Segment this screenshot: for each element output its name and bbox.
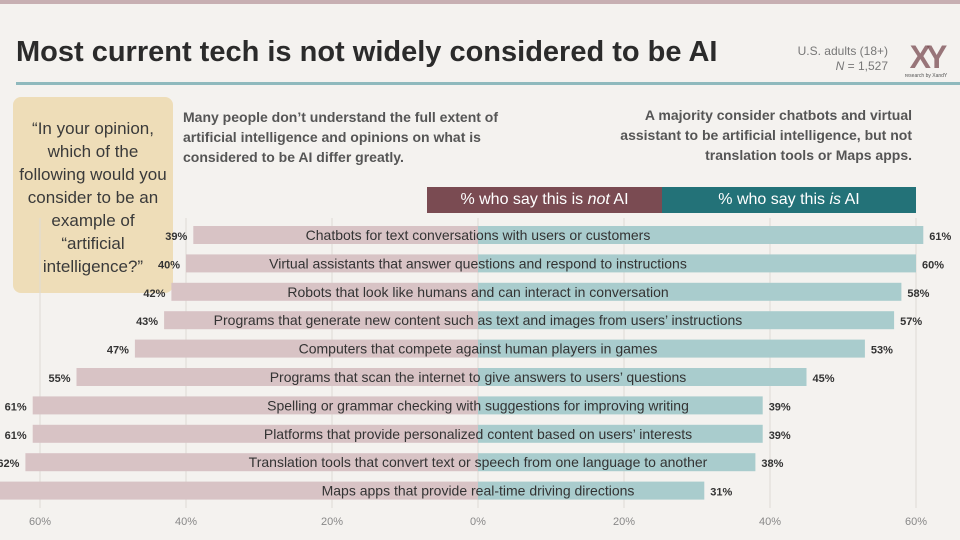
data-label-not-ai: 39%: [165, 231, 187, 243]
category-label: Spelling or grammar checking with sugges…: [267, 397, 689, 413]
bar-not-ai: [193, 226, 479, 244]
brand-logo: XY research by XandY: [905, 39, 952, 79]
bar-is-ai: [478, 424, 763, 443]
legend-not-ai-emphasis: not: [587, 191, 610, 208]
note-right: A majority consider chatbots and virtual…: [620, 107, 912, 163]
note-left: Many people don’t understand the full ex…: [183, 109, 499, 165]
sample-n-value: = 1,527: [844, 59, 888, 73]
data-label-is-ai: 58%: [907, 288, 929, 300]
bar-not-ai: [134, 339, 478, 358]
category-label: Programs that scan the internet to give …: [270, 369, 687, 385]
data-label-not-ai: 61%: [5, 430, 27, 442]
data-label-is-ai: 45%: [813, 373, 835, 385]
bar-is-ai: [478, 254, 916, 273]
sample-population: U.S. adults (18+): [797, 44, 888, 58]
data-label-not-ai: 43%: [136, 316, 158, 328]
bar-is-ai: [478, 396, 763, 415]
data-label-is-ai: 31%: [710, 487, 732, 499]
legend-is-ai-prefix: % who say this: [718, 191, 830, 208]
bar-not-ai: [0, 481, 479, 500]
category-label: Virtual assistants that answer questions…: [269, 255, 687, 271]
category-label: Computers that compete against human pla…: [299, 341, 658, 357]
data-label-is-ai: 57%: [900, 316, 922, 328]
category-label: Chatbots for text conversations with use…: [306, 227, 651, 243]
page-title: Most current tech is not widely consider…: [16, 36, 718, 68]
bar-not-ai: [171, 282, 478, 301]
data-label-is-ai: 39%: [769, 430, 791, 442]
legend-is-ai-suffix: AI: [841, 191, 860, 208]
x-tick-label: 20%: [321, 516, 343, 528]
bar-not-ai: [32, 396, 478, 415]
x-tick-label: 0%: [470, 516, 486, 528]
survey-question: “In your opinion, which of the following…: [13, 97, 173, 293]
bar-not-ai: [76, 368, 478, 386]
data-label-is-ai: 38%: [761, 458, 783, 470]
title-underline: [16, 82, 960, 85]
sample-n-label: N: [835, 59, 845, 73]
category-label: Translation tools that convert text or s…: [249, 454, 708, 470]
bar-is-ai: [478, 339, 865, 358]
legend-is-ai: % who say this is AI: [662, 187, 916, 213]
bar-not-ai: [164, 311, 478, 330]
data-label-not-ai: 40%: [158, 259, 180, 271]
category-label: Maps apps that provide real-time driving…: [322, 483, 635, 499]
bar-is-ai: [478, 282, 902, 301]
x-tick-label: 20%: [613, 516, 635, 528]
data-label-is-ai: 61%: [929, 231, 951, 243]
logo-tagline: research by XandY: [905, 73, 948, 79]
data-label-is-ai: 39%: [769, 401, 791, 413]
sample-info: U.S. adults (18+) N = 1,527: [798, 44, 888, 74]
bar-is-ai: [478, 368, 807, 386]
data-label-is-ai: 53%: [871, 345, 893, 357]
category-label: Robots that look like humans and can int…: [287, 284, 668, 300]
data-label-not-ai: 62%: [0, 458, 20, 470]
bar-is-ai: [478, 453, 756, 472]
legend-not-ai: % who say this is not AI: [427, 187, 662, 213]
category-label: Platforms that provide personalized cont…: [264, 426, 692, 442]
sample-size: N = 1,527: [798, 59, 888, 74]
x-tick-label: 40%: [175, 516, 197, 528]
data-label-not-ai: 42%: [143, 288, 165, 300]
legend-not-ai-suffix: AI: [609, 191, 629, 208]
data-label-not-ai: 55%: [48, 373, 70, 385]
legend-is-ai-emphasis: is: [829, 191, 842, 208]
top-accent-rule: [0, 0, 960, 4]
bar-is-ai: [478, 311, 895, 330]
x-tick-label: 60%: [905, 516, 927, 528]
data-label-not-ai: 61%: [5, 401, 27, 413]
category-label: Programs that generate new content such …: [214, 312, 743, 328]
data-label-not-ai: 47%: [107, 345, 129, 357]
data-label-is-ai: 60%: [922, 259, 944, 271]
legend-not-ai-prefix: % who say this is: [460, 191, 588, 208]
x-tick-label: 40%: [759, 516, 781, 528]
bar-is-ai: [478, 481, 705, 500]
bar-not-ai: [186, 254, 478, 273]
x-tick-label: 60%: [29, 516, 51, 528]
bar-not-ai: [32, 424, 478, 443]
bar-not-ai: [25, 453, 479, 472]
bar-is-ai: [478, 226, 924, 244]
